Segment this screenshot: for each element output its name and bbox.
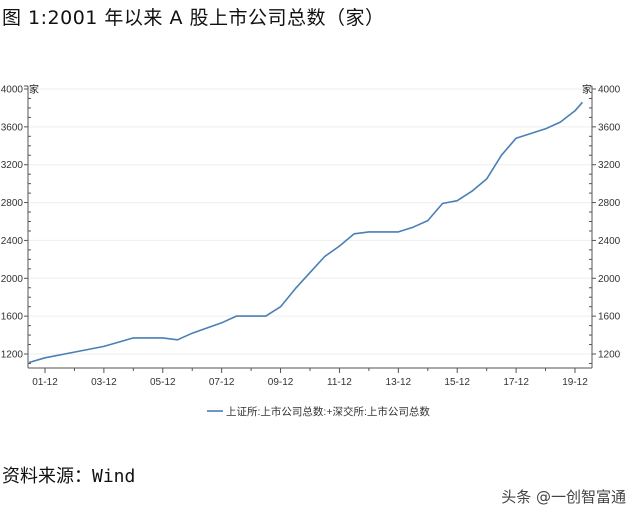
right-axis-unit: 家 bbox=[582, 83, 592, 96]
y-tick-label-right: 2400 bbox=[598, 236, 621, 247]
y-tick-label: 1200 bbox=[1, 350, 24, 361]
left-y-axis: 1200 1600 2000 2400 2800 3200 3600 4000 bbox=[1, 85, 31, 368]
left-axis-unit: 家 bbox=[29, 83, 39, 96]
x-tick-label: 07-12 bbox=[209, 377, 235, 388]
y-tick-label: 2400 bbox=[1, 236, 24, 247]
line-chart: 1200 1600 2000 2400 2800 3200 3600 4000 1200 160… bbox=[0, 80, 640, 425]
x-tick-label: 19-12 bbox=[562, 377, 588, 388]
x-tick-label: 11-12 bbox=[327, 377, 352, 388]
right-y-axis: 1200 1600 2000 2400 2800 3200 3600 4000 bbox=[589, 85, 621, 368]
x-tick-label: 13-12 bbox=[386, 377, 412, 388]
gridlines bbox=[28, 88, 592, 355]
y-tick-label-right: 1200 bbox=[598, 350, 621, 361]
legend: 上证所:上市公司总数:+深交所:上市公司总数 bbox=[207, 405, 430, 418]
x-tick-label: 01-12 bbox=[32, 377, 58, 388]
figure-title: 图 1:2001 年以来 A 股上市公司总数（家） bbox=[2, 7, 385, 29]
x-tick-label: 17-12 bbox=[503, 377, 529, 388]
y-tick-label: 1600 bbox=[1, 312, 24, 323]
x-axis: 01-12 03-12 05-12 07-12 09-12 11-12 13-12 15-12… bbox=[28, 367, 592, 388]
legend-label: 上证所:上市公司总数:+深交所:上市公司总数 bbox=[226, 405, 430, 418]
y-tick-label-right: 3200 bbox=[598, 160, 621, 171]
x-tick-label: 15-12 bbox=[444, 377, 470, 388]
y-tick-label-right: 4000 bbox=[598, 85, 621, 96]
source-value: Wind bbox=[92, 466, 136, 487]
y-tick-label-right: 2800 bbox=[598, 198, 621, 209]
x-tick-label: 05-12 bbox=[150, 377, 176, 388]
x-tick-label: 03-12 bbox=[91, 377, 117, 388]
y-tick-label: 2800 bbox=[1, 198, 24, 209]
source-label: 资料来源： bbox=[2, 466, 92, 487]
y-tick-label: 3600 bbox=[1, 122, 24, 133]
y-tick-label: 4000 bbox=[1, 85, 24, 96]
watermark: 头条 @一创智富通 bbox=[501, 488, 626, 506]
y-tick-label-right: 3600 bbox=[598, 122, 621, 133]
y-tick-label: 2000 bbox=[1, 274, 24, 285]
y-tick-label-right: 1600 bbox=[598, 312, 621, 323]
source-note: 资料来源：Wind bbox=[2, 462, 135, 488]
x-tick-label: 09-12 bbox=[268, 377, 294, 388]
y-tick-label: 3200 bbox=[1, 160, 24, 171]
y-tick-label-right: 2000 bbox=[598, 274, 621, 285]
series-line bbox=[28, 101, 584, 364]
